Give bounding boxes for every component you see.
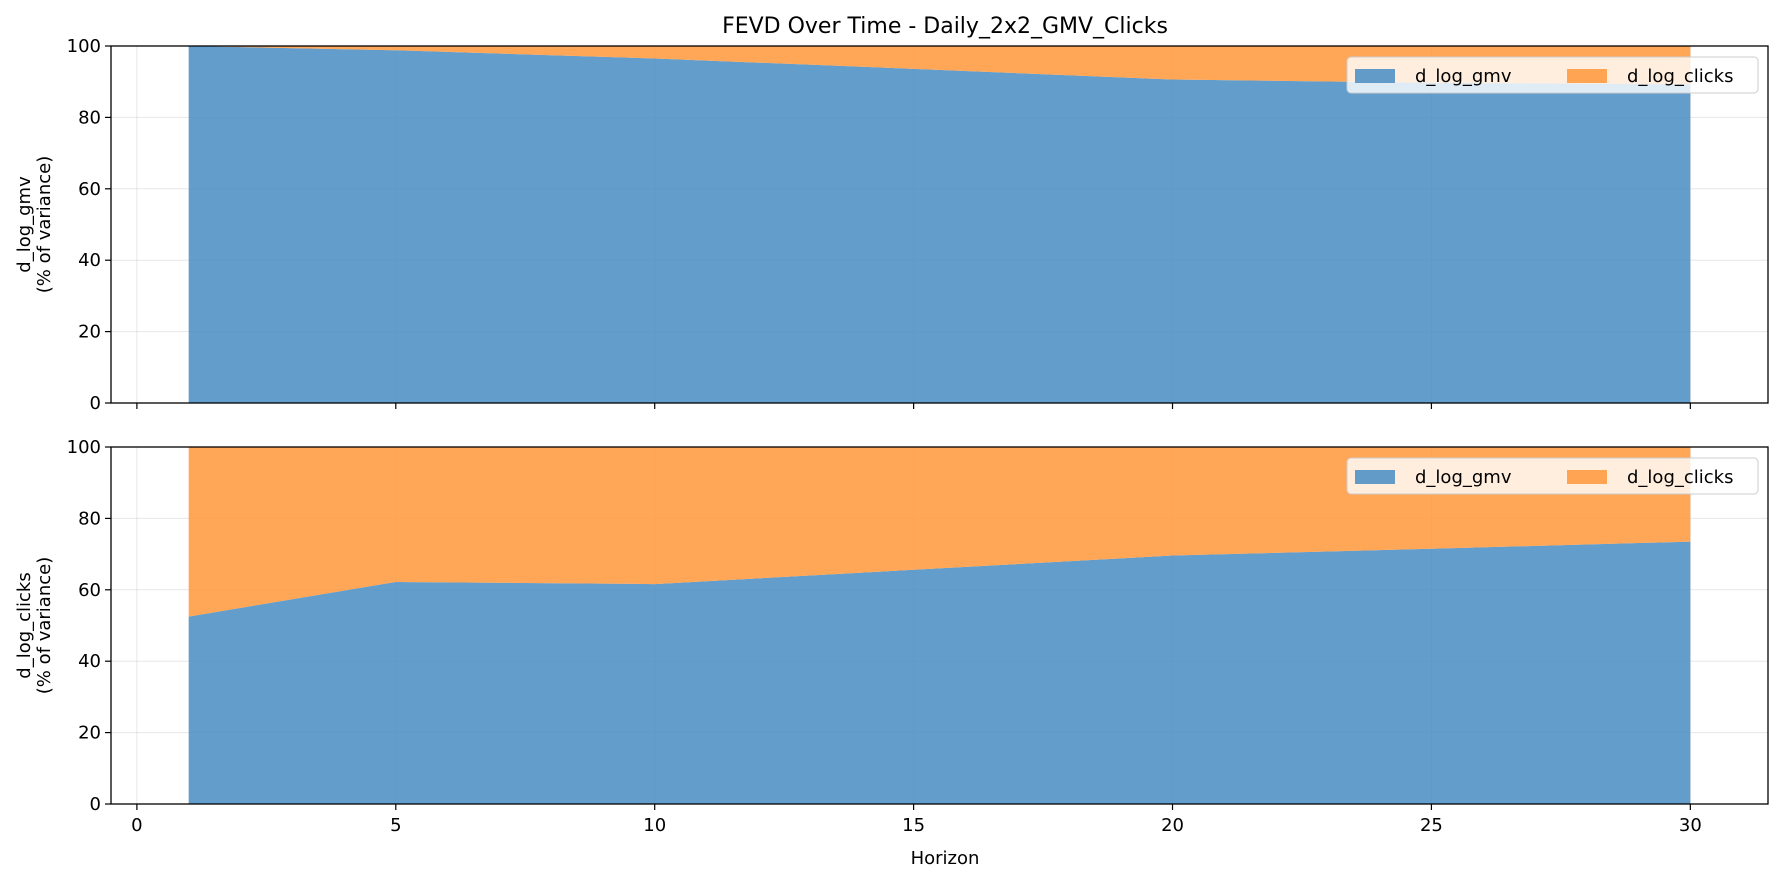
legend-swatch xyxy=(1567,69,1607,83)
y-tick-label: 60 xyxy=(78,580,101,601)
area-d-log-gmv xyxy=(188,46,1691,403)
x-axis-label: Horizon xyxy=(911,848,980,869)
plot-frame xyxy=(110,446,1769,805)
legend-label: d_log_gmv xyxy=(1415,467,1512,488)
y-tick-label: 80 xyxy=(78,107,101,128)
y-axis-label: d_log_gmv(% of variance) xyxy=(14,156,55,293)
y-tick-label: 100 xyxy=(67,36,101,57)
legend-label: d_log_clicks xyxy=(1627,66,1733,87)
legend-label: d_log_clicks xyxy=(1627,467,1733,488)
y-axis-label-line2: (% of variance) xyxy=(34,557,55,694)
y-tick-label: 40 xyxy=(78,651,101,672)
x-tick-label: 30 xyxy=(1679,815,1702,836)
x-tick-label: 5 xyxy=(390,815,401,836)
legend-label: d_log_gmv xyxy=(1415,66,1512,87)
y-tick-label: 40 xyxy=(78,250,101,271)
area-d-log-gmv xyxy=(188,541,1691,804)
x-tick-label: 0 xyxy=(131,815,142,836)
legend: d_log_gmv d_log_clicks xyxy=(1346,457,1759,495)
y-tick-label: 60 xyxy=(78,179,101,200)
y-tick-label: 80 xyxy=(78,508,101,529)
x-tick-label: 20 xyxy=(1161,815,1184,836)
x-tick-label: 10 xyxy=(643,815,666,836)
area-d-log-clicks xyxy=(188,46,1691,85)
y-tick-label: 20 xyxy=(78,723,101,744)
y-axis-label-line1: d_log_gmv xyxy=(14,176,35,273)
legend-box xyxy=(1346,457,1759,495)
area-d-log-clicks xyxy=(188,447,1691,617)
x-tick-label: 15 xyxy=(902,815,925,836)
y-axis-label-line2: (% of variance) xyxy=(34,156,55,293)
legend-swatch xyxy=(1355,470,1395,484)
legend-swatch xyxy=(1355,69,1395,83)
y-tick-label: 100 xyxy=(67,437,101,458)
y-tick-label: 0 xyxy=(90,393,101,414)
legend-swatch xyxy=(1567,470,1607,484)
legend: d_log_gmv d_log_clicks xyxy=(1346,56,1759,94)
y-axis-label-line1: d_log_clicks xyxy=(14,572,35,678)
y-tick-label: 0 xyxy=(90,794,101,815)
y-tick-label: 20 xyxy=(78,322,101,343)
plot-frame xyxy=(110,45,1769,404)
legend-box xyxy=(1346,56,1759,94)
y-axis-label: d_log_clicks(% of variance) xyxy=(14,557,55,694)
x-tick-label: 25 xyxy=(1420,815,1443,836)
chart-title: FEVD Over Time - Daily_2x2_GMV_Clicks xyxy=(722,14,1168,39)
